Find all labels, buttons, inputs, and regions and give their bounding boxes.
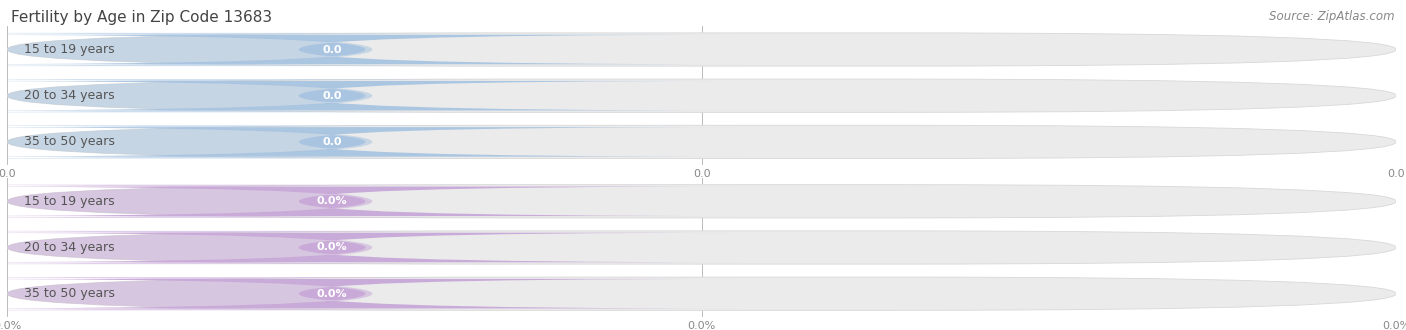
- FancyBboxPatch shape: [0, 125, 508, 158]
- Text: 20 to 34 years: 20 to 34 years: [24, 89, 114, 102]
- FancyBboxPatch shape: [7, 33, 1396, 66]
- FancyBboxPatch shape: [0, 233, 744, 262]
- FancyBboxPatch shape: [0, 231, 508, 264]
- Text: 0.0: 0.0: [322, 137, 342, 147]
- Text: 0.0%: 0.0%: [316, 289, 347, 299]
- FancyBboxPatch shape: [7, 231, 1396, 264]
- FancyBboxPatch shape: [0, 79, 508, 112]
- Text: Source: ZipAtlas.com: Source: ZipAtlas.com: [1270, 10, 1395, 23]
- FancyBboxPatch shape: [7, 185, 1396, 218]
- Text: 0.0: 0.0: [322, 45, 342, 54]
- FancyBboxPatch shape: [7, 277, 1396, 310]
- Text: 0.0%: 0.0%: [316, 243, 347, 252]
- FancyBboxPatch shape: [0, 35, 744, 64]
- Text: 15 to 19 years: 15 to 19 years: [24, 195, 114, 208]
- FancyBboxPatch shape: [7, 79, 1396, 112]
- Text: 15 to 19 years: 15 to 19 years: [24, 43, 114, 56]
- FancyBboxPatch shape: [0, 33, 508, 66]
- FancyBboxPatch shape: [0, 279, 744, 309]
- FancyBboxPatch shape: [0, 186, 744, 216]
- Text: 20 to 34 years: 20 to 34 years: [24, 241, 114, 254]
- FancyBboxPatch shape: [0, 127, 744, 157]
- FancyBboxPatch shape: [0, 277, 508, 310]
- Text: 35 to 50 years: 35 to 50 years: [24, 287, 114, 300]
- FancyBboxPatch shape: [0, 81, 744, 111]
- Text: Fertility by Age in Zip Code 13683: Fertility by Age in Zip Code 13683: [11, 10, 273, 25]
- FancyBboxPatch shape: [0, 185, 508, 218]
- Text: 0.0%: 0.0%: [316, 196, 347, 206]
- Text: 35 to 50 years: 35 to 50 years: [24, 135, 114, 148]
- Text: 0.0: 0.0: [322, 91, 342, 101]
- FancyBboxPatch shape: [7, 125, 1396, 158]
